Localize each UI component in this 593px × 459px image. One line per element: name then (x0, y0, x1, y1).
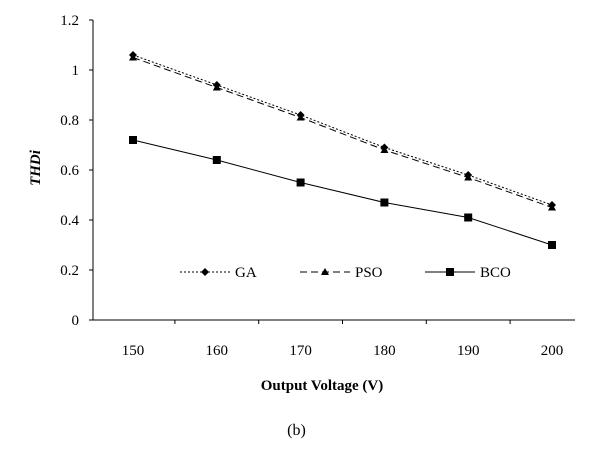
legend-bco-marker (446, 268, 454, 276)
x-tick-label: 180 (373, 343, 396, 359)
y-tick-label: 1 (72, 63, 80, 79)
series-pso-point (548, 203, 556, 211)
series-pso-point (212, 83, 221, 91)
legend-ga-label: GA (235, 265, 257, 281)
legend-pso-marker (321, 268, 329, 275)
series-pso-line (132, 57, 553, 208)
y-tick-label: 0.4 (60, 213, 79, 229)
x-tick-label: 160 (206, 343, 229, 359)
series-bco-point (212, 156, 221, 164)
x-tick-label: 190 (457, 343, 480, 359)
series-bco-line (132, 139, 553, 246)
series-bco-point (129, 136, 137, 144)
series-bco-point (548, 241, 556, 249)
legend-bco-label: BCO (480, 265, 511, 281)
x-axis-title: Output Voltage (V) (261, 378, 384, 394)
y-axis-title: THDi (28, 149, 44, 186)
series-pso-point (296, 113, 305, 121)
series-pso-point (380, 146, 389, 153)
chart-legend: GA PSO BCO (180, 265, 511, 281)
y-tick-label: 0.2 (60, 263, 79, 279)
series-bco-point (380, 198, 389, 207)
plot-area (129, 51, 556, 249)
x-tick-label: 200 (541, 343, 564, 359)
y-tick-label: 0.8 (60, 113, 79, 129)
chart-axes: 0 0.2 0.4 0.6 0.8 1 1.2 150 160 170 180 190 200 (60, 13, 575, 359)
figure-caption: (b) (287, 422, 306, 439)
series-pso-point (129, 53, 137, 61)
y-tick-label: 0.6 (60, 163, 79, 179)
x-tick-label: 150 (122, 343, 145, 359)
series-bco-point (464, 213, 473, 222)
y-tick-label: 0 (72, 313, 80, 329)
line-chart: 0 0.2 0.4 0.6 0.8 1 1.2 150 160 170 180 190 200 GA PS… (28, 13, 575, 394)
legend-pso-label: PSO (355, 265, 383, 281)
x-tick-label: 170 (289, 343, 312, 359)
series-pso-point (464, 173, 473, 181)
legend-ga-marker (201, 268, 209, 276)
series-ga-line (132, 54, 553, 206)
series-bco-point (296, 178, 305, 187)
y-tick-label: 1.2 (60, 13, 79, 29)
